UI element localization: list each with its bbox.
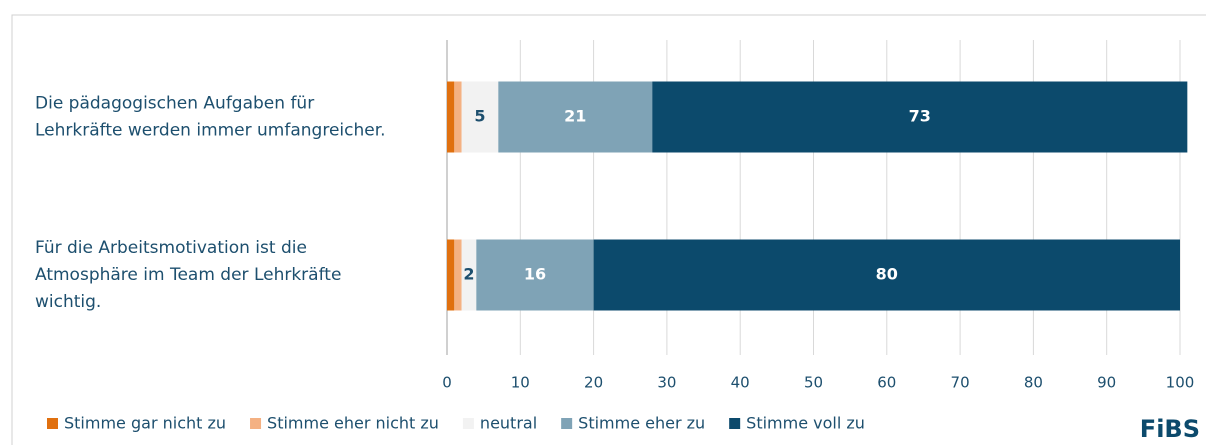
legend-marker (561, 418, 573, 429)
category-label: Atmosphäre im Team der Lehrkräfte (35, 265, 341, 285)
x-tick-label: 70 (951, 374, 970, 392)
x-tick-label: 30 (657, 374, 676, 392)
x-tick-label: 0 (442, 374, 452, 392)
category-label: wichtig. (35, 292, 101, 312)
x-tick-label: 100 (1166, 374, 1195, 392)
bar-segment (447, 81, 455, 153)
bar-segment (454, 239, 462, 311)
category-label: Lehrkräfte werden immer umfangreicher. (35, 121, 386, 141)
legend-label: Stimme eher zu (578, 414, 705, 433)
bar-segment (593, 239, 1180, 311)
legend-label: Stimme voll zu (746, 414, 865, 433)
x-tick-label: 40 (731, 374, 750, 392)
legend-marker (250, 418, 262, 429)
bar-segment (461, 81, 499, 153)
data-label: 2 (463, 265, 474, 284)
data-label: 21 (564, 107, 586, 126)
legend-label: neutral (480, 414, 537, 433)
bar-segment (447, 239, 455, 311)
category-label: Für die Arbeitsmotivation ist die (35, 238, 307, 258)
bar-segment (652, 81, 1188, 153)
bar-segment (476, 239, 594, 311)
legend-marker (47, 418, 58, 429)
data-label: 73 (909, 107, 931, 126)
x-tick-label: 90 (1097, 374, 1116, 392)
x-tick-label: 10 (511, 374, 530, 392)
legend-marker (462, 418, 474, 429)
data-label: 16 (524, 265, 546, 284)
data-label: 80 (876, 265, 898, 284)
logo: FiBS (1140, 415, 1200, 443)
x-tick-label: 50 (804, 374, 823, 392)
bar-segment (454, 81, 462, 153)
x-tick-label: 20 (584, 374, 603, 392)
legend-label: Stimme eher nicht zu (267, 414, 439, 433)
x-tick-label: 60 (877, 374, 896, 392)
data-label: 5 (474, 107, 485, 126)
x-tick-label: 80 (1024, 374, 1043, 392)
category-label: Die pädagogischen Aufgaben für (35, 94, 314, 114)
legend-marker (729, 418, 741, 429)
bar-segment (461, 239, 477, 311)
bar-segment (498, 81, 653, 153)
legend-label: Stimme gar nicht zu (64, 414, 226, 433)
